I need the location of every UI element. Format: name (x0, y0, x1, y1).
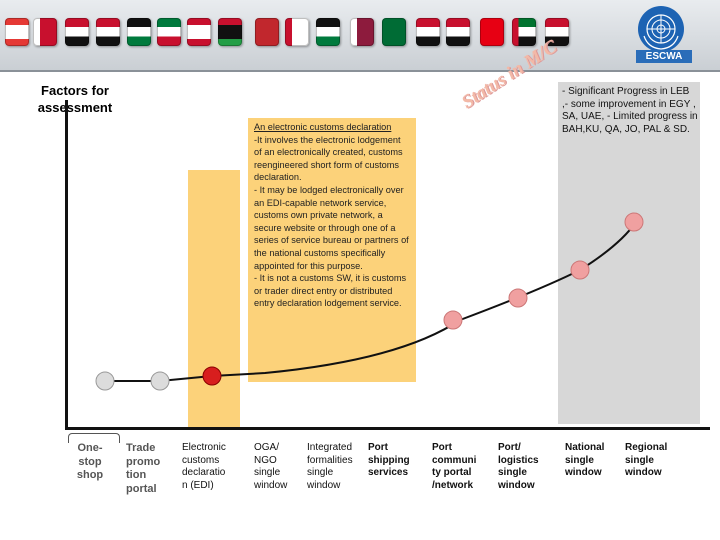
stage-label-port-shipping: Port shipping services (368, 442, 410, 478)
stage-label-port-community: Port communi ty portal /network (432, 442, 477, 491)
progress-note: - Significant Progress in LEB ,- some im… (562, 86, 698, 135)
oman-flag (285, 18, 309, 46)
stage-marker-regional-sw (624, 212, 644, 232)
morocco-flag (255, 18, 279, 46)
stage-label-trade-promotion-portal: Trade promo tion portal (126, 442, 161, 495)
stage-marker-national-sw (570, 260, 590, 280)
header-divider (0, 70, 720, 72)
kuwait-flag (157, 18, 181, 46)
stage-label-integrated-formalities: Integrated formalities single window (307, 442, 353, 491)
bahrain-flag (33, 18, 57, 46)
un-emblem-icon (638, 6, 684, 52)
uae-flag (512, 18, 536, 46)
stage-marker-trade-promotion-portal (150, 371, 170, 391)
y-axis (65, 100, 68, 430)
progress-panel (558, 82, 700, 424)
info-box-body: -It involves the electronic lodgement of… (254, 134, 409, 309)
stage-marker-port-community (443, 310, 463, 330)
info-box: An electronic customs declaration -It in… (248, 118, 416, 382)
sudan-flag (416, 18, 440, 46)
stage-brace (68, 433, 120, 443)
jordan-flag (127, 18, 151, 46)
stage-label-regional-sw: Regional single window (625, 442, 668, 478)
stage-label-oga-ngo: OGA/ NGO single window (254, 442, 288, 491)
stage-marker-edi-current (202, 366, 222, 386)
lebanon-flag (5, 18, 29, 46)
yemen-flag (545, 18, 569, 46)
logo-label: ESCWA (636, 50, 692, 63)
stage-label-national-sw: National single window (565, 442, 605, 478)
egypt-flag (65, 18, 89, 46)
stage-label-one-stop-shop: One- stop shop (76, 442, 104, 481)
info-box-title: An electronic customs declaration (254, 122, 392, 132)
stage-label-port-logistics: Port/ logistics single window (498, 442, 539, 491)
tunisia-flag (480, 18, 504, 46)
progress-curve (105, 221, 637, 382)
lebanon-flag-2 (187, 18, 211, 46)
globe-icon (643, 14, 679, 50)
x-axis (65, 427, 710, 430)
iraq-flag (96, 18, 120, 46)
stage-marker-port-logistics (508, 288, 528, 308)
palestine-flag (316, 18, 340, 46)
libya-flag (218, 18, 242, 46)
syria-flag (446, 18, 470, 46)
qatar-flag (350, 18, 374, 46)
saudi-flag (382, 18, 406, 46)
stage-label-edi: Electronic customs declaratio n (EDI) (182, 442, 226, 491)
axis-title: Factors for assessment (37, 83, 113, 115)
stage-marker-one-stop-shop (95, 371, 115, 391)
